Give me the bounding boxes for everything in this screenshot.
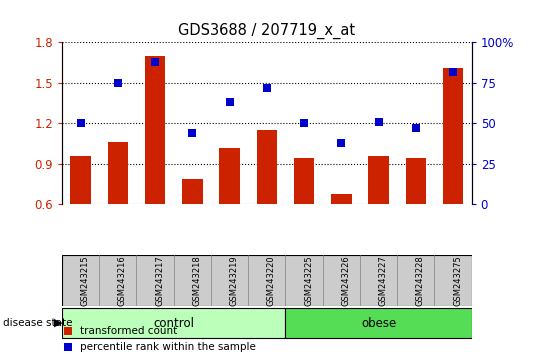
Text: GSM243215: GSM243215: [81, 255, 89, 306]
Bar: [294, 159, 314, 204]
Point: [262, 85, 271, 91]
Text: ▶: ▶: [54, 318, 63, 328]
Point: [300, 121, 308, 126]
Bar: [257, 130, 277, 204]
Bar: [182, 179, 203, 204]
Bar: [62, 308, 286, 338]
Bar: [286, 308, 472, 338]
Point: [225, 99, 234, 105]
Point: [411, 125, 420, 131]
Text: GSM243227: GSM243227: [378, 255, 388, 306]
Point: [374, 119, 383, 125]
Text: obese: obese: [361, 316, 396, 330]
Text: percentile rank within the sample: percentile rank within the sample: [80, 342, 256, 352]
Bar: [405, 159, 426, 204]
Text: GSM243275: GSM243275: [453, 255, 462, 306]
Text: GDS3688 / 207719_x_at: GDS3688 / 207719_x_at: [178, 23, 355, 39]
Point: [337, 140, 345, 145]
Bar: [331, 194, 351, 204]
Point: [64, 328, 72, 334]
Text: GSM243216: GSM243216: [118, 255, 127, 306]
Point: [77, 121, 85, 126]
Bar: [368, 156, 389, 204]
Point: [151, 59, 160, 65]
Text: GSM243226: GSM243226: [341, 255, 350, 306]
Text: GSM243219: GSM243219: [230, 255, 239, 306]
Point: [188, 130, 197, 136]
Bar: [108, 142, 128, 204]
Text: GSM243220: GSM243220: [267, 255, 276, 306]
Bar: [145, 56, 165, 204]
Text: GSM243228: GSM243228: [416, 255, 425, 306]
Text: disease state: disease state: [3, 318, 75, 328]
Bar: [443, 68, 463, 204]
Point: [64, 344, 72, 350]
Point: [448, 69, 457, 74]
Text: GSM243225: GSM243225: [304, 255, 313, 306]
Text: GSM243218: GSM243218: [192, 255, 202, 306]
Bar: [219, 148, 240, 204]
Bar: [71, 156, 91, 204]
Point: [114, 80, 122, 86]
Text: GSM243217: GSM243217: [155, 255, 164, 306]
Text: control: control: [153, 316, 194, 330]
Text: transformed count: transformed count: [80, 326, 177, 336]
